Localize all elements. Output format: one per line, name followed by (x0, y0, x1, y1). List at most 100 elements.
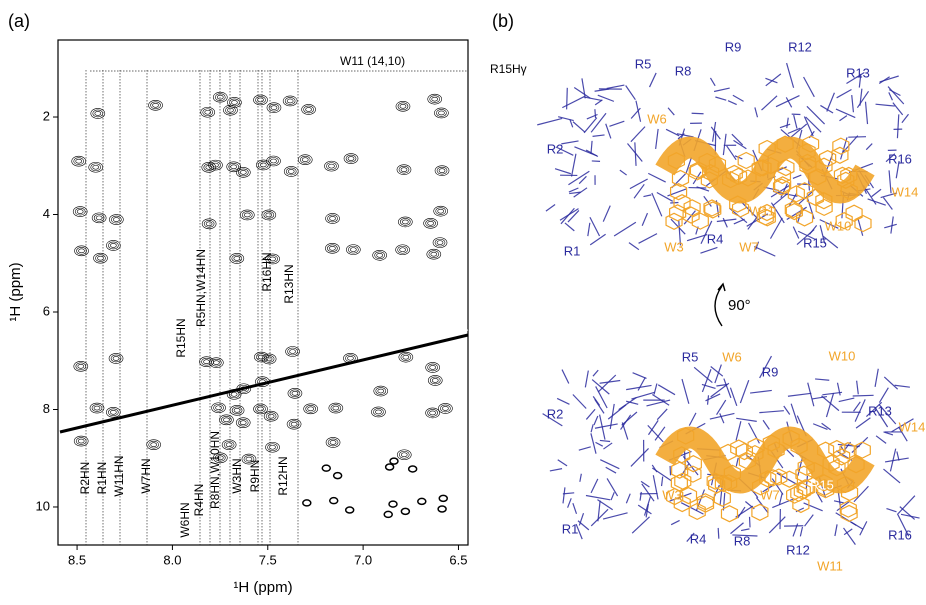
peak-contour (97, 256, 103, 260)
residue-label: R1 (564, 243, 581, 258)
side-chain (582, 78, 585, 98)
side-chain (714, 88, 730, 91)
peak-contour (204, 360, 210, 364)
peak-contour (227, 108, 233, 112)
side-chain (638, 505, 651, 514)
peak-contour (440, 405, 450, 412)
peak-contour (96, 216, 102, 220)
side-chain (837, 90, 852, 98)
y-tick-label: 6 (43, 303, 50, 318)
residue-label: R8 (734, 533, 751, 548)
side-chain (603, 513, 627, 519)
side-chain (773, 193, 787, 205)
x-tick-label: 7.0 (354, 552, 372, 567)
peak-contour (91, 164, 101, 171)
side-chain (718, 528, 719, 539)
side-chain (708, 395, 709, 404)
annotation: W6HN (178, 502, 192, 537)
peak-contour (430, 377, 440, 384)
side-chain (741, 529, 749, 531)
peak-contour (346, 155, 356, 162)
peak-contour (95, 111, 101, 115)
peak-contour (229, 99, 239, 106)
peak-contour (214, 404, 224, 411)
side-chain (692, 113, 704, 114)
side-chain (631, 392, 654, 399)
side-chain (886, 509, 896, 512)
side-chain (784, 406, 790, 415)
side-chain (727, 146, 737, 160)
side-chain (639, 234, 657, 244)
side-chain (606, 467, 616, 473)
side-chain (852, 95, 854, 112)
side-chain (572, 154, 576, 177)
peak-contour (431, 252, 437, 256)
peak-contour (110, 243, 116, 247)
residue-label: W7 (739, 239, 759, 254)
side-chain (694, 367, 712, 382)
peak-contour (400, 218, 410, 225)
side-chain (872, 189, 881, 196)
side-chain (642, 213, 647, 226)
y-tick-label: 10 (36, 498, 50, 513)
side-chain (902, 114, 909, 122)
peak-contour (206, 222, 212, 226)
peak-contour (211, 359, 221, 366)
peak-contour (111, 355, 121, 362)
peak-contour (288, 169, 294, 173)
side-chain (851, 522, 863, 529)
peak-contour (428, 409, 438, 416)
peak-contour (93, 110, 103, 117)
side-chain (858, 218, 863, 235)
ring (854, 442, 870, 458)
side-chain (537, 118, 562, 124)
side-chain (682, 379, 689, 404)
peak-contour (328, 439, 338, 446)
ring (666, 213, 682, 229)
annotation: R15Hγ (490, 62, 527, 76)
side-chain (728, 101, 737, 105)
side-chain (631, 448, 649, 466)
peak-contour (384, 511, 392, 517)
side-chain (750, 390, 772, 393)
residue-label: R15 (810, 477, 834, 492)
peak-contour (403, 355, 409, 359)
side-chain (586, 495, 610, 499)
side-chain (777, 473, 799, 485)
residue-label: W6 (647, 111, 667, 126)
rotation-label: 90° (728, 297, 751, 314)
side-chain (724, 379, 731, 398)
side-chain (786, 97, 791, 107)
side-chain (586, 409, 595, 419)
side-chain (632, 517, 649, 533)
side-chain (800, 527, 802, 536)
peak-contour (400, 248, 406, 252)
peak-contour (375, 410, 381, 414)
peak-contour (399, 166, 409, 173)
peak-contour (232, 255, 242, 262)
residue-label: R13 (868, 403, 892, 418)
side-chain (594, 416, 598, 425)
peak-contour (268, 444, 278, 451)
peak-contour (303, 500, 311, 506)
peak-contour (437, 241, 443, 245)
side-chain (567, 88, 568, 110)
side-chain (759, 411, 784, 413)
annotation: W3HN (230, 458, 244, 493)
ring (752, 504, 768, 520)
x-tick-label: 8.5 (68, 552, 86, 567)
side-chain (876, 436, 886, 444)
peak-contour (331, 405, 341, 412)
side-chain (558, 460, 567, 466)
peak-contour (390, 458, 398, 464)
side-chain (900, 507, 915, 520)
peak-contour (306, 405, 316, 412)
peak-contour (225, 107, 235, 114)
peak-contour (240, 170, 246, 174)
peak-contour (437, 167, 447, 174)
side-chain (895, 385, 910, 387)
peak-contour (240, 421, 246, 425)
peak-contour (418, 498, 426, 504)
side-chain (857, 381, 859, 395)
ring (855, 215, 871, 231)
